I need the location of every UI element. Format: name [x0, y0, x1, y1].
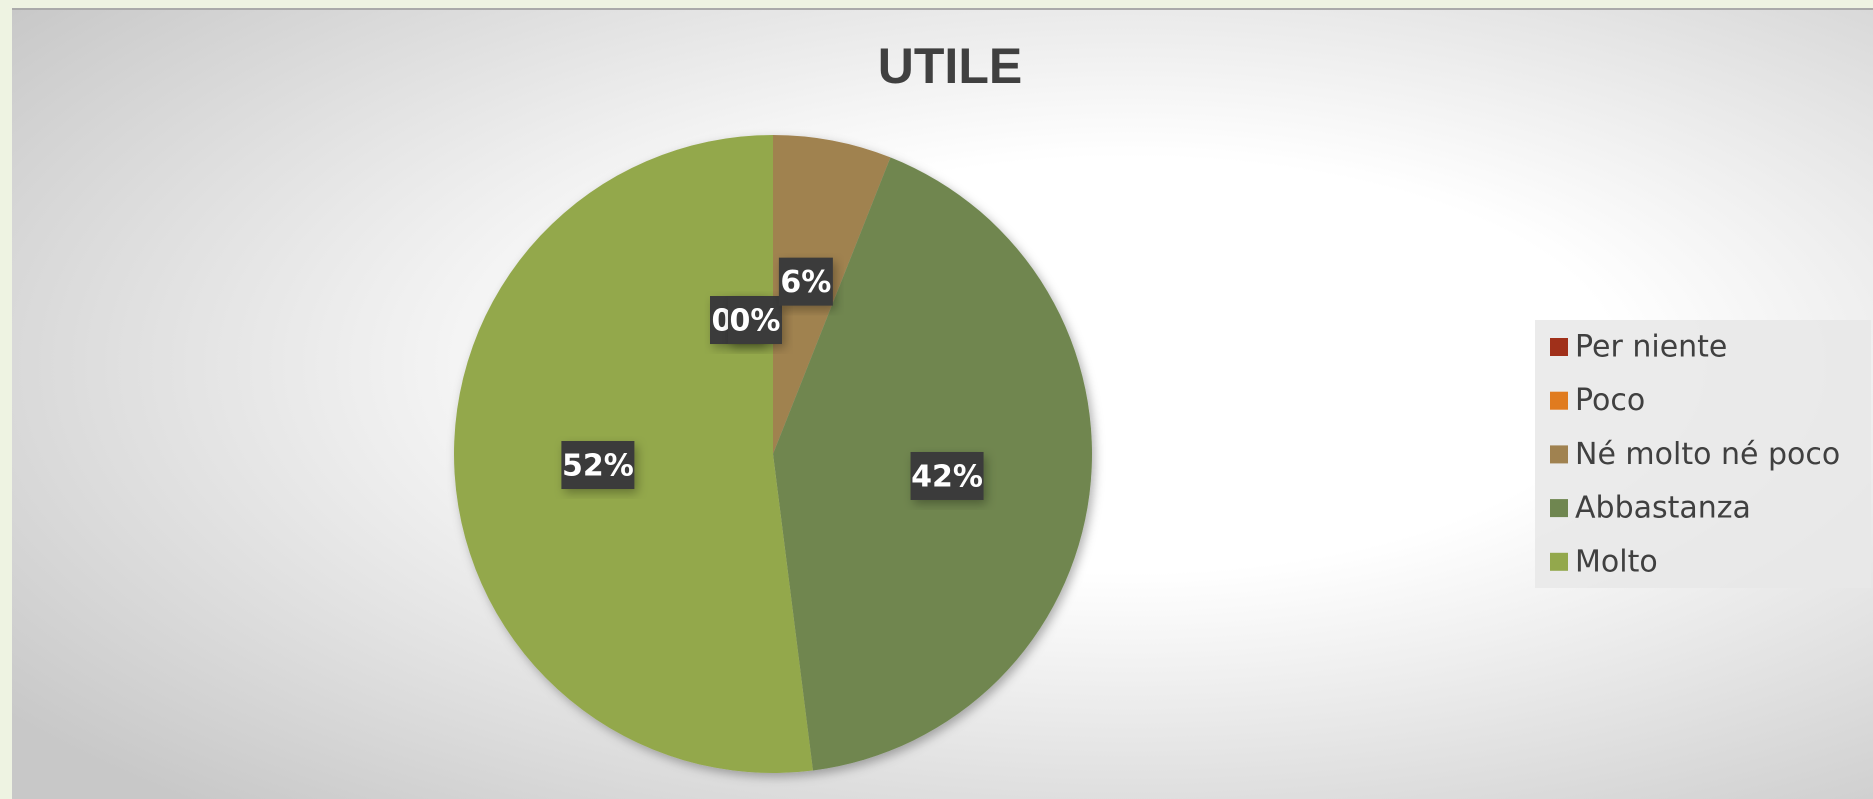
chart-title: UTILE: [878, 38, 1022, 94]
legend-swatch: [1550, 338, 1568, 356]
legend-label: Per niente: [1575, 330, 1727, 365]
legend-label: Molto: [1575, 544, 1658, 579]
data-label-box: [778, 257, 833, 306]
legend-swatch: [1550, 391, 1568, 410]
legend-swatch: [1550, 499, 1568, 518]
legend-swatch: [1550, 445, 1568, 464]
data-label: 52%: [562, 449, 634, 484]
data-label: 0%: [730, 304, 781, 339]
data-label-box: [561, 441, 635, 490]
data-label-box: [910, 451, 984, 500]
legend-label: Né molto né poco: [1575, 437, 1840, 472]
data-label: 6%: [780, 265, 831, 300]
legend-box: [1535, 320, 1871, 588]
pie: [454, 135, 1092, 773]
legend-label: Abbastanza: [1575, 491, 1751, 526]
legend-swatch: [1550, 552, 1568, 571]
legend-label: Poco: [1575, 383, 1645, 418]
data-label-box: [728, 296, 782, 345]
data-label: 42%: [911, 459, 983, 494]
